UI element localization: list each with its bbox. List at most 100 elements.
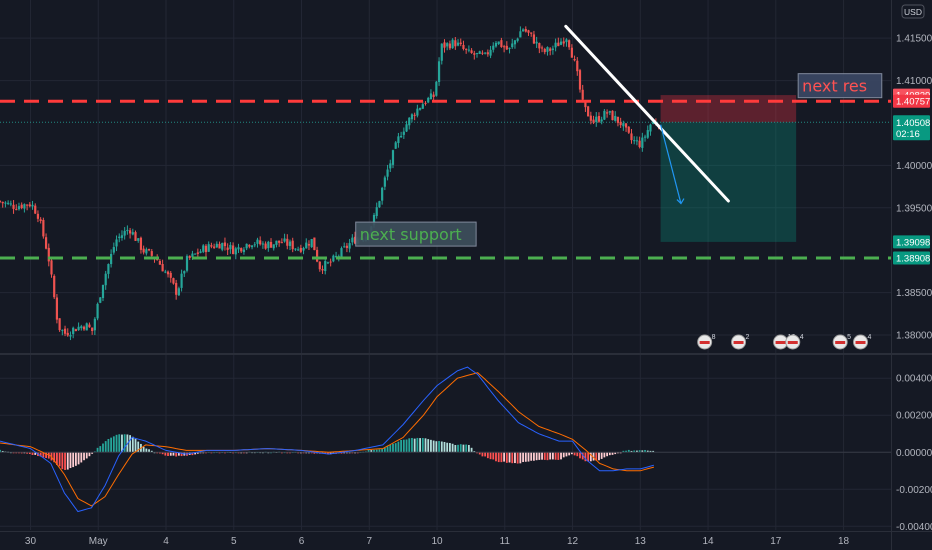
next-res-label[interactable]: next res xyxy=(797,73,883,99)
candle-body xyxy=(649,124,652,132)
candle-body xyxy=(638,140,641,148)
histogram-bar xyxy=(527,452,530,462)
next-support-label[interactable]: next support xyxy=(355,221,477,247)
candle xyxy=(58,318,61,332)
price-tick: 1.41500 xyxy=(896,34,932,45)
candle-body xyxy=(513,40,517,45)
histogram-bar xyxy=(370,450,373,453)
candle xyxy=(418,107,422,111)
candle-body xyxy=(589,115,592,121)
histogram-bar xyxy=(432,440,435,453)
event-count: 4 xyxy=(800,334,804,341)
histogram-bar xyxy=(180,452,183,457)
candle-body xyxy=(199,251,202,253)
candle-body xyxy=(196,252,199,254)
time-tick: May xyxy=(89,536,108,547)
event-count: 4 xyxy=(868,334,872,341)
candle xyxy=(492,42,495,53)
candle-body xyxy=(465,48,468,50)
histogram-bar xyxy=(343,452,346,454)
candle-body xyxy=(307,244,311,246)
candle xyxy=(519,26,522,38)
candle xyxy=(82,325,86,331)
candle-body xyxy=(497,41,500,44)
candle xyxy=(481,50,484,56)
candle xyxy=(565,38,568,47)
candle-body xyxy=(69,335,72,337)
histogram-bar xyxy=(649,450,652,453)
histogram-bar xyxy=(549,452,552,460)
event-marker[interactable]: 8 xyxy=(697,334,716,350)
candle xyxy=(275,240,278,248)
histogram-bar xyxy=(64,452,66,470)
candle-body xyxy=(459,42,462,45)
time-axis[interactable]: 30 May 4 5 6 7 10 11 12 13 14 17 18 xyxy=(25,536,850,547)
candle-body xyxy=(142,248,145,253)
event-marker[interactable]: 4 xyxy=(853,334,872,350)
candle xyxy=(131,228,134,236)
histogram-bar xyxy=(421,438,424,453)
candle xyxy=(280,238,283,244)
event-marker[interactable]: 5 xyxy=(832,334,851,350)
trendline[interactable] xyxy=(564,24,730,203)
candle xyxy=(91,327,94,335)
candle xyxy=(245,243,248,251)
candle-body xyxy=(4,202,7,204)
event-marker[interactable]: 2 xyxy=(731,334,750,350)
histogram-bar xyxy=(546,452,549,461)
candle-body xyxy=(177,288,180,296)
candle xyxy=(9,200,12,207)
time-tick: 11 xyxy=(500,536,511,547)
candle xyxy=(503,44,506,53)
candle xyxy=(307,240,311,250)
candle-body xyxy=(131,232,134,235)
stop-loss-zone[interactable] xyxy=(660,95,797,123)
candle xyxy=(589,111,592,125)
candle-body xyxy=(378,201,381,208)
macd-tick: 0.00400 xyxy=(896,374,932,385)
histogram-bar xyxy=(454,445,457,453)
candle-body xyxy=(559,41,563,45)
take-profit-zone[interactable] xyxy=(660,122,797,242)
candle xyxy=(188,255,191,260)
candle xyxy=(221,242,224,252)
candle xyxy=(614,111,617,122)
event-marker[interactable]: 4 xyxy=(785,334,804,350)
candle xyxy=(12,200,15,214)
candle-body xyxy=(91,327,94,332)
price-axis[interactable]: 1.41500 1.41000 1.40000 1.39500 1.38500 1.380… xyxy=(896,34,932,533)
candle-body xyxy=(321,269,324,271)
histogram-bar xyxy=(1,450,4,453)
candle xyxy=(164,269,167,274)
histogram-bar xyxy=(167,452,169,456)
histogram-bar xyxy=(497,452,500,463)
candle-body xyxy=(511,43,514,48)
candle-body xyxy=(110,253,113,265)
candle xyxy=(69,331,72,341)
candle xyxy=(101,284,105,302)
candle-body xyxy=(139,237,143,250)
candle xyxy=(256,237,259,248)
candle xyxy=(248,244,251,249)
histogram-bar xyxy=(150,450,153,453)
candle xyxy=(147,248,151,252)
candle-body xyxy=(316,249,319,262)
candle xyxy=(55,294,59,324)
histogram-bar xyxy=(557,452,560,460)
histogram-bar xyxy=(508,452,511,463)
candle-body xyxy=(85,323,88,331)
candle-body xyxy=(429,93,433,100)
histogram-bar xyxy=(484,452,487,457)
candle xyxy=(587,105,590,117)
histogram-bar xyxy=(614,452,617,455)
histogram-bar xyxy=(427,439,430,453)
histogram-bar xyxy=(66,452,69,470)
candle-body xyxy=(299,247,302,252)
histogram-bar xyxy=(451,443,454,453)
candle xyxy=(378,200,381,208)
projection-arrow[interactable] xyxy=(660,124,682,204)
candle xyxy=(112,242,115,255)
histogram-bar xyxy=(83,452,85,461)
candle-body xyxy=(486,52,489,55)
